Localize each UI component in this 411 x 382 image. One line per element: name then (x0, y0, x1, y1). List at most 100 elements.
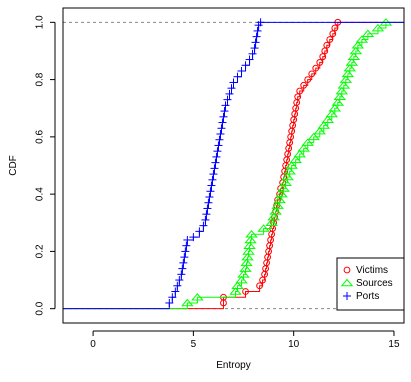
ports-point-22 (208, 175, 217, 184)
victims-point-4 (259, 276, 266, 284)
legend-box (336, 257, 405, 311)
victims-point-36 (294, 93, 302, 101)
x-tick-label-15: 15 (388, 339, 400, 350)
sources-point-28 (301, 138, 314, 146)
sources-point-9 (242, 247, 255, 255)
y-tick-label-1: 1.0 (35, 15, 46, 29)
sources-point-20 (277, 184, 290, 192)
ports-point-35 (221, 101, 230, 110)
legend-sources-marker (340, 278, 354, 287)
victims-point-46 (326, 36, 334, 43)
ports-point-1 (168, 293, 177, 302)
y-tick-label-0-2: 0.2 (35, 244, 46, 258)
sources-point-24 (285, 161, 298, 169)
sources-point-31 (317, 121, 331, 129)
sources-step-line (63, 21, 404, 310)
plot-layer (63, 18, 404, 310)
sources-point-15 (267, 212, 280, 221)
ports-point-48 (253, 26, 262, 35)
sources-point-27 (297, 144, 310, 152)
sources-point-22 (281, 172, 294, 181)
ports-point-17 (203, 204, 212, 213)
sources-point-37 (335, 86, 349, 95)
sources-point-10 (243, 241, 256, 249)
sources-point-5 (237, 270, 250, 278)
ports-point-8 (180, 253, 189, 262)
sources-point-39 (339, 75, 353, 83)
ports-point-0 (165, 298, 174, 307)
ports-point-19 (205, 193, 214, 201)
sources-point-36 (333, 92, 347, 101)
legend-ports-marker (343, 292, 351, 300)
y-tick-label-0-8: 0.8 (35, 72, 46, 86)
sources-point-33 (325, 109, 339, 118)
y-tick-label-0-6: 0.6 (35, 129, 46, 143)
legend-victims-marker (343, 266, 351, 274)
series-ports (63, 18, 404, 310)
victims-point-42 (316, 59, 324, 66)
axes-layer: 0 5 10 15 0.0 0.2 0.4 0.6 0.8 1.0 (35, 15, 400, 350)
ports-point-7 (179, 258, 188, 267)
sources-point-21 (279, 178, 292, 186)
ports-point-32 (218, 118, 227, 127)
ports-point-12 (189, 233, 198, 242)
legend-sources-label: Sources (356, 278, 393, 289)
ports-point-28 (214, 141, 223, 150)
victims-point-41 (312, 64, 320, 72)
ports-point-21 (207, 181, 216, 190)
legend-ports-label: Ports (356, 291, 379, 302)
sources-point-43 (347, 52, 361, 60)
ports-point-6 (178, 264, 187, 273)
ports-point-3 (173, 281, 182, 290)
legend-victims-label: Victims (356, 265, 388, 276)
sources-point-41 (343, 63, 357, 72)
sources-point-17 (271, 201, 284, 209)
ports-point-10 (182, 241, 191, 250)
x-tick-label-10: 10 (288, 339, 300, 350)
plot-frame (62, 7, 405, 324)
sources-point-2 (229, 287, 242, 295)
victims-point-45 (323, 41, 331, 49)
ports-point-16 (202, 210, 211, 219)
ports-point-18 (204, 198, 213, 207)
ports-point-5 (177, 270, 186, 279)
ports-point-43 (245, 55, 254, 64)
sources-point-30 (313, 126, 327, 135)
sources-point-26 (293, 149, 306, 158)
sources-point-42 (345, 58, 359, 66)
ports-point-45 (250, 44, 259, 53)
ports-point-23 (209, 170, 218, 179)
sources-point-32 (321, 115, 335, 123)
sources-point-44 (349, 46, 363, 55)
ports-point-27 (213, 147, 222, 156)
victims-point-47 (329, 30, 337, 38)
sources-point-18 (273, 195, 286, 204)
sources-point-40 (341, 69, 355, 78)
sources-point-16 (269, 207, 282, 215)
ports-point-15 (201, 215, 210, 224)
sources-point-1 (191, 292, 204, 301)
sources-point-48 (371, 23, 385, 32)
sources-point-23 (283, 166, 296, 175)
legend: Victims Sources Ports (336, 257, 405, 311)
ports-point-2 (171, 287, 180, 296)
ports-point-4 (175, 276, 184, 285)
sources-point-46 (355, 35, 369, 43)
ports-point-40 (233, 72, 242, 81)
ports-point-26 (212, 152, 221, 161)
sources-point-12 (245, 229, 258, 238)
sources-point-4 (235, 275, 248, 284)
ports-point-14 (199, 221, 208, 230)
victims-point-2 (242, 288, 249, 295)
ports-point-34 (220, 107, 229, 116)
ports-point-44 (248, 49, 257, 58)
ports-point-41 (237, 67, 246, 75)
sources-point-6 (239, 264, 252, 272)
ports-point-9 (181, 247, 190, 256)
sources-point-47 (361, 29, 375, 38)
sources-point-45 (351, 40, 365, 49)
sources-point-11 (244, 235, 257, 244)
